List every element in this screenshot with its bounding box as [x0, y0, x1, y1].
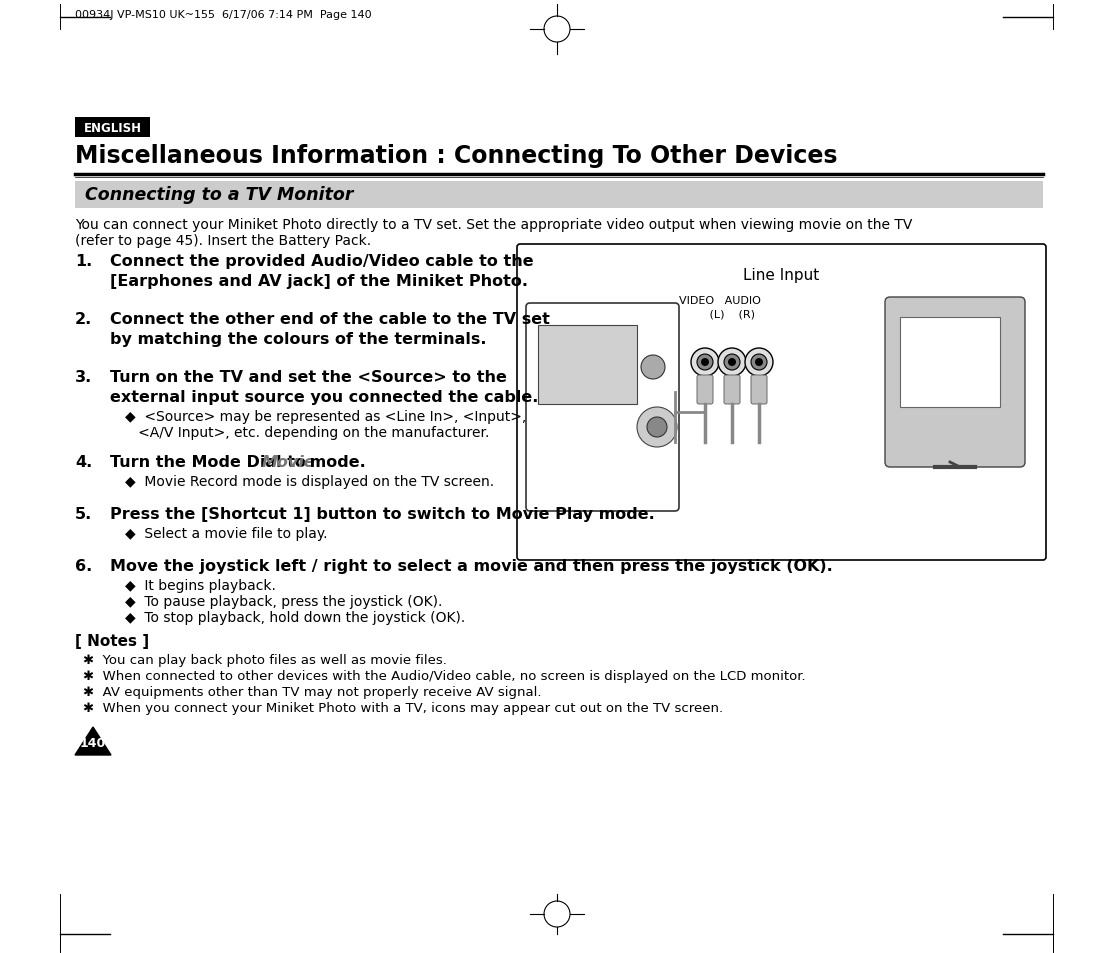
- Text: 6.: 6.: [75, 558, 92, 574]
- Text: ENGLISH: ENGLISH: [83, 121, 142, 134]
- FancyBboxPatch shape: [75, 182, 1043, 209]
- FancyBboxPatch shape: [900, 317, 999, 408]
- FancyBboxPatch shape: [697, 375, 713, 405]
- Text: external input source you connected the cable.: external input source you connected the …: [110, 390, 539, 405]
- Text: Connecting to a TV Monitor: Connecting to a TV Monitor: [85, 186, 354, 204]
- Circle shape: [745, 349, 774, 376]
- FancyBboxPatch shape: [538, 326, 637, 405]
- Text: ✱  You can play back photo files as well as movie files.: ✱ You can play back photo files as well …: [83, 654, 447, 666]
- Text: 140: 140: [80, 737, 106, 750]
- FancyBboxPatch shape: [526, 304, 679, 512]
- Text: [Earphones and AV jack] of the Miniket Photo.: [Earphones and AV jack] of the Miniket P…: [110, 274, 528, 289]
- Text: ◆  Movie Record mode is displayed on the TV screen.: ◆ Movie Record mode is displayed on the …: [125, 475, 494, 489]
- Text: Connect the other end of the cable to the TV set: Connect the other end of the cable to th…: [110, 312, 550, 327]
- Circle shape: [751, 355, 767, 371]
- Circle shape: [728, 358, 736, 367]
- Text: Turn on the TV and set the <Source> to the: Turn on the TV and set the <Source> to t…: [110, 370, 506, 385]
- Text: <A/V Input>, etc. depending on the manufacturer.: <A/V Input>, etc. depending on the manuf…: [125, 426, 490, 439]
- Circle shape: [691, 349, 719, 376]
- Circle shape: [701, 358, 709, 367]
- FancyBboxPatch shape: [885, 297, 1025, 468]
- Text: 2.: 2.: [75, 312, 92, 327]
- FancyBboxPatch shape: [75, 118, 150, 138]
- Text: Line Input: Line Input: [743, 268, 819, 283]
- Text: Miscellaneous Information : Connecting To Other Devices: Miscellaneous Information : Connecting T…: [75, 144, 837, 168]
- Text: ✱  When you connect your Miniket Photo with a TV, icons may appear cut out on th: ✱ When you connect your Miniket Photo wi…: [83, 701, 723, 714]
- Text: (refer to page 45). Insert the Battery Pack.: (refer to page 45). Insert the Battery P…: [75, 233, 371, 248]
- Circle shape: [637, 408, 677, 448]
- FancyBboxPatch shape: [723, 375, 740, 405]
- Text: VIDEO   AUDIO: VIDEO AUDIO: [679, 295, 761, 306]
- Text: Move the joystick left / right to select a movie and then press the joystick (OK: Move the joystick left / right to select…: [110, 558, 833, 574]
- Circle shape: [718, 349, 746, 376]
- Text: Press the [Shortcut 1] button to switch to Movie Play mode.: Press the [Shortcut 1] button to switch …: [110, 506, 654, 521]
- Text: Connect the provided Audio/Video cable to the: Connect the provided Audio/Video cable t…: [110, 253, 533, 269]
- FancyBboxPatch shape: [751, 375, 767, 405]
- Circle shape: [697, 355, 713, 371]
- Circle shape: [647, 417, 667, 437]
- Text: 00934J VP-MS10 UK~155  6/17/06 7:14 PM  Page 140: 00934J VP-MS10 UK~155 6/17/06 7:14 PM Pa…: [75, 10, 372, 20]
- Text: ◆  Select a movie file to play.: ◆ Select a movie file to play.: [125, 526, 327, 540]
- Text: mode.: mode.: [304, 455, 366, 470]
- FancyBboxPatch shape: [518, 245, 1046, 560]
- Text: ◆  To pause playback, press the joystick (OK).: ◆ To pause playback, press the joystick …: [125, 595, 442, 608]
- Circle shape: [755, 358, 764, 367]
- Text: [ Notes ]: [ Notes ]: [75, 634, 149, 648]
- Text: You can connect your Miniket Photo directly to a TV set. Set the appropriate vid: You can connect your Miniket Photo direc…: [75, 218, 913, 232]
- Text: 5.: 5.: [75, 506, 92, 521]
- Text: 3.: 3.: [75, 370, 92, 385]
- Text: ◆  It begins playback.: ◆ It begins playback.: [125, 578, 276, 593]
- Text: Turn the Mode Dial to: Turn the Mode Dial to: [110, 455, 312, 470]
- Circle shape: [723, 355, 740, 371]
- Text: ✱  When connected to other devices with the Audio/Video cable, no screen is disp: ✱ When connected to other devices with t…: [83, 669, 806, 682]
- Text: by matching the colours of the terminals.: by matching the colours of the terminals…: [110, 332, 486, 347]
- Text: Movie: Movie: [262, 455, 316, 470]
- Text: ◆  <Source> may be represented as <Line In>, <Input>,: ◆ <Source> may be represented as <Line I…: [125, 410, 526, 423]
- Text: 1.: 1.: [75, 253, 92, 269]
- Text: ✱  AV equipments other than TV may not properly receive AV signal.: ✱ AV equipments other than TV may not pr…: [83, 685, 542, 699]
- Circle shape: [641, 355, 664, 379]
- Text: 4.: 4.: [75, 455, 92, 470]
- FancyBboxPatch shape: [660, 377, 678, 417]
- Polygon shape: [75, 727, 111, 755]
- Text: (L)    (R): (L) (R): [699, 310, 755, 319]
- Text: ◆  To stop playback, hold down the joystick (OK).: ◆ To stop playback, hold down the joysti…: [125, 610, 465, 624]
